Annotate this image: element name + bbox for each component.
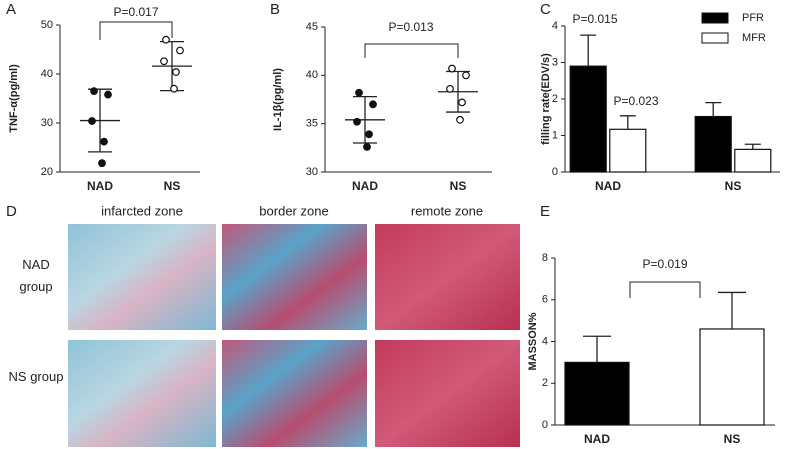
- image: [222, 340, 367, 447]
- column-label: infarcted zone: [101, 203, 183, 218]
- y-tick-label: 50: [41, 19, 53, 31]
- point: [100, 137, 108, 146]
- y-tick-label: 30: [306, 166, 318, 178]
- x-tick-label: NAD: [595, 179, 621, 193]
- annotation: P=0.013: [388, 20, 433, 34]
- x-tick-label: NAD: [352, 179, 378, 193]
- y-tick-label: 4: [542, 335, 548, 347]
- column-label: remote zone: [411, 203, 483, 218]
- y-tick-label: 35: [306, 118, 318, 130]
- panel-label: C: [540, 1, 551, 18]
- image: [375, 340, 520, 447]
- y-tick-label: 40: [306, 69, 318, 81]
- x-tick-label: NAD: [584, 432, 610, 446]
- row-label: NS group: [8, 369, 64, 384]
- significance-bracket: [629, 281, 701, 298]
- point: [90, 87, 98, 96]
- point: [170, 84, 178, 93]
- x-tick-label: NS: [164, 179, 181, 193]
- micrograph-images: [68, 224, 520, 447]
- image: [222, 224, 367, 330]
- y-tick-label: 40: [41, 68, 53, 80]
- significance-bracket: [99, 21, 173, 40]
- point: [104, 90, 112, 99]
- point: [355, 88, 363, 97]
- bar: [694, 115, 732, 173]
- point: [369, 100, 377, 109]
- y-tick-label: 2: [542, 377, 548, 389]
- point: [456, 115, 464, 124]
- bar: [734, 148, 772, 173]
- x-tick-label: NAD: [87, 179, 113, 193]
- panel-label: A: [6, 1, 16, 18]
- bar: [699, 328, 765, 426]
- point: [462, 71, 470, 80]
- column-label: border zone: [259, 203, 328, 218]
- panel-label: B: [270, 1, 280, 18]
- annotation: P=0.023: [613, 94, 658, 108]
- y-axis-label: TNF-α(pg/ml): [8, 64, 20, 133]
- point: [172, 68, 180, 76]
- point: [98, 159, 106, 168]
- point: [446, 84, 454, 93]
- point: [162, 35, 170, 44]
- image: [68, 224, 216, 330]
- bar: [569, 65, 607, 173]
- legend-label: PFR: [742, 12, 764, 24]
- point: [353, 117, 361, 126]
- point: [448, 64, 456, 73]
- point: [88, 117, 96, 125]
- point: [458, 98, 466, 107]
- y-tick-label: 20: [41, 166, 53, 178]
- point: [176, 46, 184, 55]
- y-tick-label: 0: [542, 419, 548, 431]
- y-axis-label: IL-1β(pg/ml): [272, 68, 284, 131]
- y-tick-label: 2: [552, 93, 558, 105]
- bar: [564, 361, 630, 426]
- legend-swatch: [701, 32, 729, 44]
- x-tick-label: NS: [724, 432, 741, 446]
- panel-label: D: [6, 203, 17, 220]
- y-tick-label: 1: [552, 129, 558, 141]
- image: [375, 224, 520, 330]
- point: [365, 130, 373, 139]
- image: [68, 340, 216, 447]
- annotation: P=0.015: [572, 12, 617, 26]
- x-tick-label: NS: [450, 179, 467, 193]
- significance-bracket: [364, 43, 459, 58]
- y-tick-label: 30: [41, 117, 53, 129]
- y-axis-label: filling rate(EDV/s): [540, 53, 552, 145]
- point: [363, 142, 371, 151]
- y-tick-label: 45: [306, 21, 318, 33]
- legend-label: MFR: [742, 32, 766, 44]
- panel-label: E: [540, 203, 550, 220]
- legend-swatch: [701, 12, 729, 24]
- annotation: P=0.017: [113, 5, 158, 19]
- y-tick-label: 6: [542, 294, 548, 306]
- y-tick-label: 8: [542, 252, 548, 264]
- annotation: P=0.019: [642, 257, 687, 271]
- y-tick-label: 3: [552, 56, 558, 68]
- y-axis-label: MASSON%: [527, 312, 539, 370]
- y-tick-label: 4: [552, 20, 558, 32]
- x-tick-label: NS: [725, 179, 742, 193]
- y-tick-label: 0: [552, 166, 558, 178]
- row-label: NAD group: [19, 257, 53, 294]
- bar: [609, 128, 647, 173]
- point: [160, 57, 168, 66]
